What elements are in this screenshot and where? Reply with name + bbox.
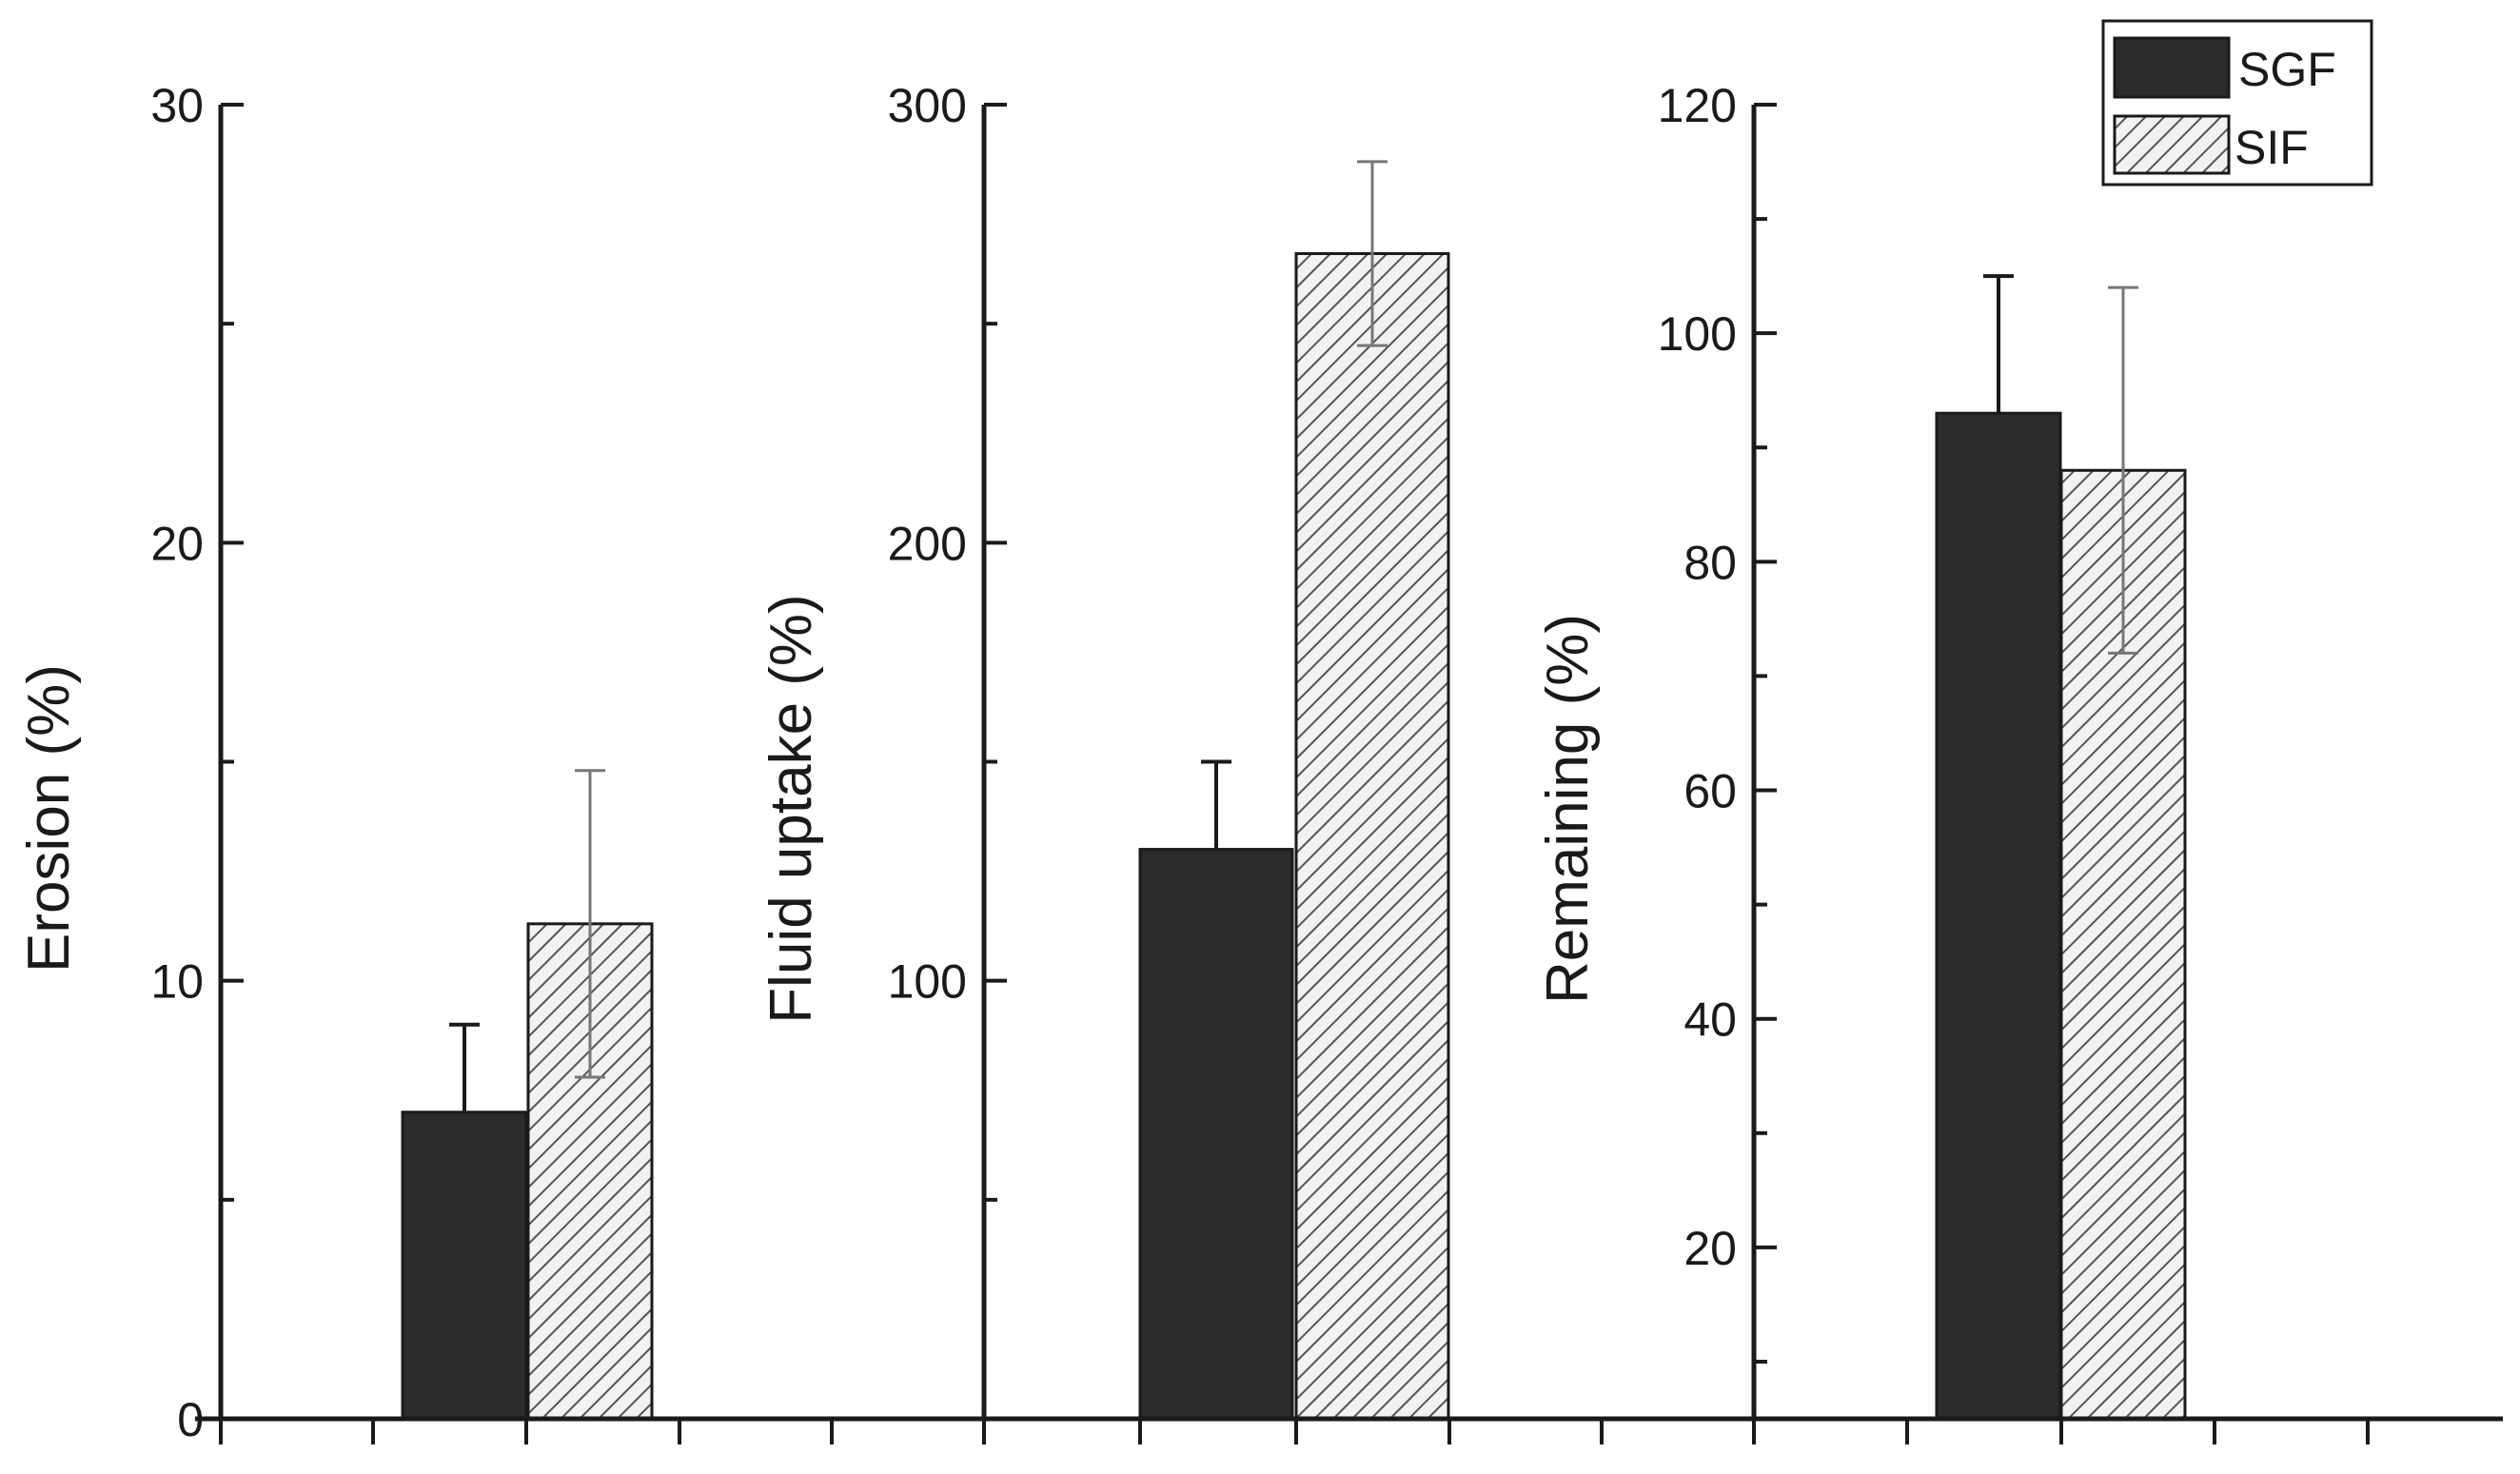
bar-sgf <box>401 1110 528 1421</box>
bar-sgf <box>1935 411 2062 1421</box>
y-tick-label: 300 <box>888 79 967 132</box>
erosion-axis-title: Erosion (%) <box>16 664 82 973</box>
y-tick-label: 10 <box>150 955 204 1009</box>
y-tick-label: 20 <box>150 517 204 570</box>
bar-sif <box>1294 252 1450 1421</box>
error-bar-sif <box>1357 160 1388 347</box>
error-bar-sgf <box>1201 759 1231 850</box>
y-tick-label: 200 <box>888 517 967 570</box>
x-axis-ticks <box>219 1419 2370 1445</box>
remaining-axis-title: Remaining (%) <box>1535 614 1601 1004</box>
y-tick-label: 120 <box>1658 79 1737 132</box>
fluid-uptake-axis-title: Fluid uptake (%) <box>758 594 824 1023</box>
legend: SGF SIF <box>2101 19 2373 187</box>
error-bar-sif <box>2108 285 2138 655</box>
error-bar-sgf <box>449 1022 480 1112</box>
y-tick-label: 40 <box>1683 993 1737 1047</box>
fluid-uptake-panel: Fluid uptake (%) 100 200 300 <box>758 79 1450 1421</box>
y-tick-label: 20 <box>1683 1222 1737 1275</box>
legend-label-sgf: SGF <box>2238 43 2336 96</box>
remaining-panel: Remaining (%) 20 40 60 80 100 120 <box>1535 79 2187 1421</box>
error-bar-sgf <box>1983 274 2014 414</box>
y-tick-label: 100 <box>1658 307 1737 361</box>
y-tick-label: 60 <box>1683 765 1737 818</box>
legend-swatch-sif <box>2113 114 2231 175</box>
legend-swatch-sgf <box>2113 36 2231 99</box>
error-bar-sif <box>575 769 605 1079</box>
bar-sgf <box>1138 848 1294 1421</box>
legend-label-sif: SIF <box>2235 121 2309 174</box>
y-tick-label: 80 <box>1683 536 1737 589</box>
y-tick-label: 100 <box>888 955 967 1009</box>
y-tick-label: 30 <box>150 79 204 132</box>
